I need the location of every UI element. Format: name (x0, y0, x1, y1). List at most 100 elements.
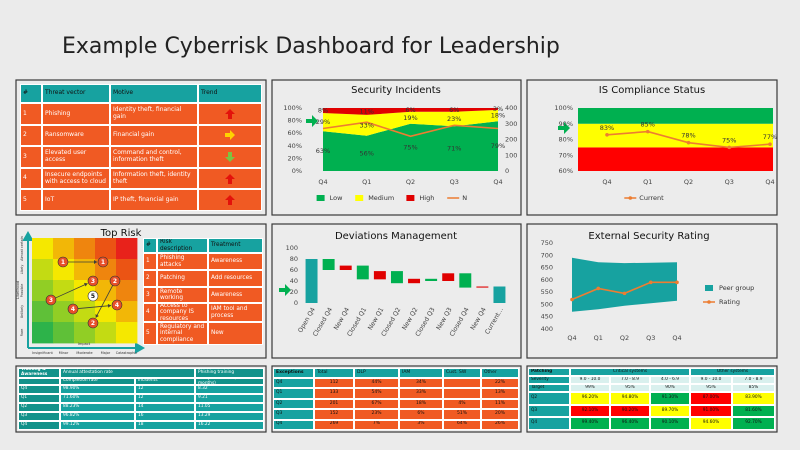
x-tick-label: Q2 (620, 334, 629, 342)
risk-marker (87, 275, 99, 287)
x-tick-label: Q4 (493, 178, 502, 186)
pointer-arrow (306, 115, 318, 127)
table-cell: 71.60% (60, 394, 135, 403)
table-cell: 92.70% (732, 417, 775, 430)
risk-marker (87, 317, 99, 329)
x-tick-label: Q2 (684, 178, 693, 186)
table-cell: 6% (399, 409, 443, 420)
data-label: 18% (491, 112, 505, 120)
heat-cell (95, 322, 117, 344)
table-cell: 98.90% (60, 385, 135, 394)
legend-swatch (707, 300, 711, 304)
y-level-label: Rare (20, 329, 24, 337)
table-cell: 1 (143, 253, 157, 270)
table-cell: Trend (198, 84, 262, 103)
point (675, 280, 679, 285)
point (645, 129, 650, 134)
risk-marker (45, 294, 57, 306)
table-cell: 3% (399, 419, 443, 430)
table-cell (198, 146, 262, 168)
table-cell: 1 (20, 103, 42, 125)
y-tick-label: 40% (288, 142, 302, 150)
table-cell: Access to company IS resources (157, 303, 208, 322)
table-cell: 96.82% (60, 412, 135, 421)
table-cell: 7.0 - 8.9 (732, 376, 775, 384)
trend-icon (225, 151, 235, 162)
risk-marker-label: 5 (91, 293, 95, 300)
trend-arrow (225, 130, 235, 141)
table-cell: Regulatory and internal compliance (157, 322, 208, 345)
table-cell: 8.32 (195, 385, 264, 394)
bar (425, 278, 438, 281)
table-cell: 90.10% (650, 417, 690, 430)
x-tick-label: Q3 (646, 334, 655, 342)
risk-marker (87, 290, 99, 302)
table-cell: Q4 (273, 378, 314, 389)
table-cell: Threat vector (42, 84, 110, 103)
table-cell: Incidents (135, 378, 195, 385)
table-cell (18, 378, 60, 385)
band (578, 147, 773, 171)
data-label: 83% (600, 124, 614, 132)
data-label: 75% (403, 143, 417, 151)
y-axis-label: Likelihood (16, 281, 20, 299)
data-label: 63% (316, 147, 330, 155)
risk-move (95, 285, 114, 318)
y-tick-label: 60% (288, 129, 302, 137)
trend-icon (225, 108, 235, 119)
bar (305, 259, 318, 303)
table-cell: Critical systems (570, 368, 690, 376)
legend-label: Low (330, 194, 343, 202)
y-tick-label: 500 (541, 300, 553, 308)
axis-head (135, 342, 146, 354)
table-cell: 112 (314, 378, 354, 389)
x-tick-label: Q4 (318, 178, 327, 186)
y-tick-label: 80% (559, 136, 573, 144)
risk-move-head (95, 314, 99, 318)
risk-marker-label: 1 (101, 259, 105, 266)
y-tick-label: 400 (541, 325, 553, 333)
legend-label: Peer group (719, 284, 754, 292)
y-tick-label: 450 (541, 313, 553, 321)
table-cell: 7% (354, 419, 399, 430)
y-tick-label: 0% (292, 167, 302, 175)
data-label: 8% (318, 107, 328, 115)
table-cell: Information theft, identity theft (110, 167, 198, 190)
risk-marker-label: 1 (61, 259, 65, 266)
y-tick-label: 300 (505, 120, 517, 128)
pointer-arrow (558, 122, 570, 134)
table-cell: Ransomware (42, 124, 110, 147)
table-cell: 81.60% (732, 404, 775, 418)
table-cell: Q2 (273, 398, 314, 410)
table-cell: Other (481, 368, 519, 378)
table-cell: 83.90% (732, 392, 775, 405)
table-cell: Other systems (690, 368, 775, 376)
y-tick-label: 200 (505, 136, 517, 144)
table-cell: Completion rate (last 12 months) (195, 378, 264, 385)
point (768, 142, 772, 147)
risk-marker-label: 4 (115, 302, 119, 309)
table-cell: Financial gain (110, 124, 198, 147)
risk-move (77, 305, 112, 309)
table-cell: 87.00% (690, 392, 732, 405)
x-level-label: Moderate (76, 351, 92, 355)
table-cell: 18% (399, 398, 443, 410)
table-cell (198, 167, 262, 190)
y-tick-label: 60% (559, 167, 573, 175)
bar (459, 273, 472, 288)
table-cell: Add resources (208, 270, 263, 287)
y-tick-label: 80% (288, 117, 302, 125)
y-tick-label: 0 (294, 299, 298, 307)
data-label: 6% (449, 106, 459, 114)
x-tick-label: Q4 (765, 178, 774, 186)
y-tick-label: 20 (290, 288, 298, 296)
bar (476, 286, 489, 288)
data-label: 6% (405, 106, 415, 114)
bar (493, 286, 506, 303)
heat-cell (53, 238, 75, 260)
table-cell: 34% (399, 378, 443, 389)
table-cell (198, 124, 262, 147)
table-cell: 4.0 - 6.9 (650, 376, 690, 384)
trend-arrow (225, 151, 235, 162)
heat-cell (32, 259, 54, 281)
